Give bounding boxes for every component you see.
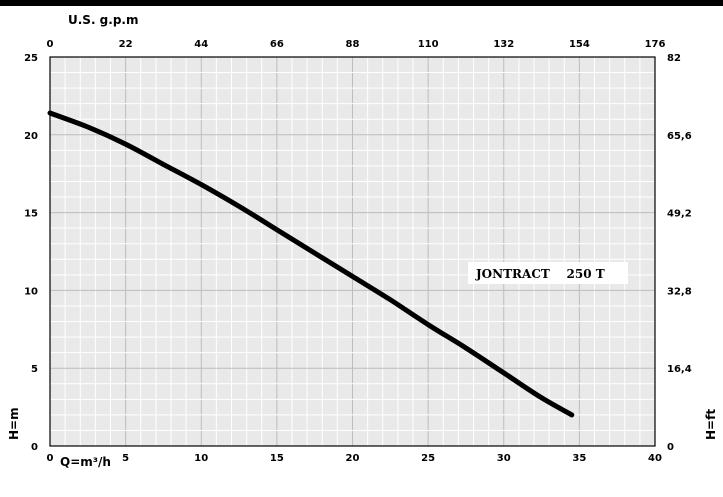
model-label: JONTRACT 250 T <box>475 267 605 281</box>
x-tick-label: 0 <box>47 453 54 464</box>
x-tick-label: 30 <box>497 453 511 464</box>
x2-tick-label: 88 <box>346 39 360 50</box>
y-tick-label: 10 <box>24 286 38 297</box>
grid-lines <box>49 56 656 447</box>
y2-tick-label: 32,8 <box>667 286 692 297</box>
x2-tick-label: 66 <box>270 39 284 50</box>
x-tick-label: 5 <box>122 453 129 464</box>
y2-tick-label: 16,4 <box>667 364 692 375</box>
left-axis-title: H=m <box>7 407 21 440</box>
x2-tick-label: 0 <box>47 39 54 50</box>
x-tick-label: 20 <box>346 453 360 464</box>
x2-tick-label: 44 <box>194 39 208 50</box>
x-tick-label: 25 <box>421 453 435 464</box>
x2-tick-label: 176 <box>645 39 666 50</box>
x2-tick-label: 154 <box>569 39 590 50</box>
x-tick-label: 40 <box>648 453 662 464</box>
x-tick-label: 15 <box>270 453 284 464</box>
y2-tick-label: 49,2 <box>667 209 692 220</box>
y-tick-label: 0 <box>31 442 38 453</box>
curve-layer <box>47 110 575 418</box>
model-label-background <box>468 262 628 284</box>
y-tick-label: 20 <box>24 131 38 142</box>
top-axis-title: U.S. g.p.m <box>68 13 138 27</box>
x-tick-label: 35 <box>572 453 586 464</box>
plot-border <box>49 56 656 447</box>
pump-curve <box>47 110 575 418</box>
x2-tick-label: 132 <box>493 39 514 50</box>
y2-tick-label: 0 <box>667 442 674 453</box>
x2-tick-label: 22 <box>119 39 133 50</box>
tick-labels: 0 5 10 15 20 25 30 35 40 0 22 44 66 88 110 132 154 176 0 5 1… <box>24 39 692 464</box>
x-tick-label: 10 <box>194 453 208 464</box>
axis-lines <box>49 56 656 447</box>
y-tick-label: 5 <box>31 364 38 375</box>
bottom-axis-title: Q=m³/h <box>60 455 111 469</box>
y2-tick-label: 65,6 <box>667 131 692 142</box>
right-axis-title: H=ft <box>704 409 718 440</box>
y2-tick-label: 82 <box>667 53 681 64</box>
x2-tick-label: 110 <box>418 39 439 50</box>
y-tick-label: 15 <box>24 209 38 220</box>
y-tick-label: 25 <box>24 53 38 64</box>
frame-top-band <box>0 0 723 6</box>
